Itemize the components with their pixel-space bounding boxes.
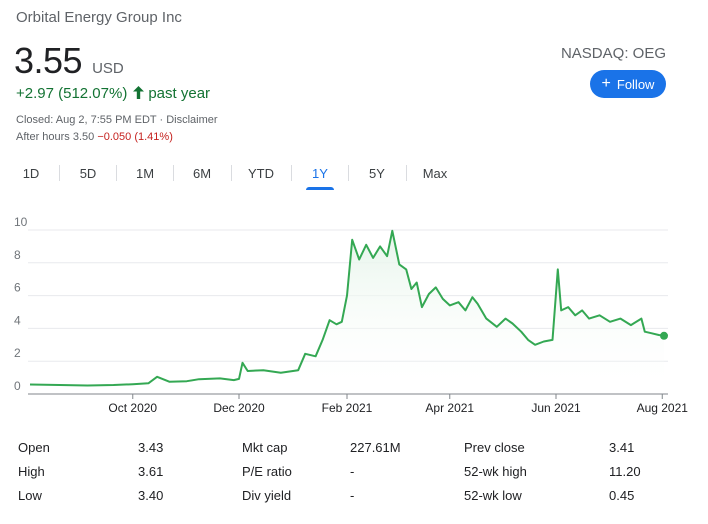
arrow-up-icon [133, 86, 145, 101]
tab-5y[interactable]: 5Y [369, 165, 385, 181]
y-tick-label: 10 [14, 215, 28, 229]
stat-label-high: High [18, 464, 45, 479]
key-stats: Open 3.43 High 3.61 Low 3.40 Mkt cap 227.61M P/E… [0, 436, 708, 516]
stat-label-52-wk-low: 52-wk low [464, 488, 522, 503]
x-tick-label: Aug 2021 [637, 401, 689, 415]
tab-max[interactable]: Max [422, 165, 448, 181]
x-axis-ticks: Oct 2020 Dec 2020 Feb 2021 Apr 2021 Jun 2021… [108, 394, 688, 415]
market-status: Closed: Aug 2, 7:55 PM EDT · Disclaimer [16, 114, 218, 126]
stat-value-52-wk-low: 0.45 [609, 488, 635, 503]
stat-value-div-yield: - [350, 488, 355, 503]
stat-label-div-yield: Div yield [242, 488, 292, 503]
x-tick-label: Dec 2020 [213, 401, 265, 415]
tab-5d[interactable]: 5D [79, 165, 97, 181]
stat-value-prev-close: 3.41 [609, 440, 635, 455]
plus-icon: + [601, 75, 611, 92]
tab-1d[interactable]: 1D [22, 165, 40, 181]
y-tick-label: 6 [14, 281, 21, 295]
range-tabs: 1D 5D 1M 6M YTD 1Y 5Y Max [0, 158, 470, 190]
y-tick-label: 0 [14, 379, 21, 393]
tab-1y[interactable]: 1Y [306, 158, 334, 190]
stat-label-mkt-cap: Mkt cap [242, 440, 288, 455]
company-name: Orbital Energy Group Inc [16, 9, 182, 26]
y-tick-label: 2 [14, 346, 21, 360]
x-tick-label: Jun 2021 [531, 401, 581, 415]
stat-value-open: 3.43 [138, 440, 164, 455]
y-axis-ticks: 0 2 4 6 8 10 [14, 215, 28, 393]
y-tick-label: 4 [14, 313, 21, 327]
disclaimer-link[interactable]: Disclaimer [166, 114, 218, 126]
tab-divider [348, 165, 349, 181]
tab-divider [231, 165, 232, 181]
x-tick-label: Feb 2021 [322, 401, 373, 415]
y-tick-label: 8 [14, 248, 21, 262]
follow-button[interactable]: + Follow [590, 70, 666, 98]
price-series [29, 229, 668, 394]
follow-label: Follow [616, 76, 655, 92]
current-price-marker [660, 331, 668, 340]
tab-divider [406, 165, 407, 181]
stat-value-high: 3.61 [138, 464, 164, 479]
after-hours-change: −0.050 (1.41%) [97, 131, 173, 143]
tab-divider [173, 165, 174, 181]
after-hours-label: After hours 3.50 [16, 131, 98, 143]
stat-value-mkt-cap: 227.61M [350, 440, 401, 455]
price-row: 3.55 USD [14, 40, 124, 82]
change-period: past year [148, 85, 211, 102]
price-line [29, 229, 665, 387]
tab-ytd[interactable]: YTD [248, 165, 274, 181]
stat-label-open: Open [18, 440, 50, 455]
after-hours: After hours 3.50 −0.050 (1.41%) [16, 131, 173, 143]
stat-label-low: Low [18, 488, 42, 503]
stat-label-p-e-ratio: P/E ratio [242, 464, 292, 479]
tab-6m[interactable]: 6M [192, 165, 212, 181]
ticker-symbol: NASDAQ: OEG [560, 45, 666, 62]
tab-divider [59, 165, 60, 181]
price-change: +2.97 (512.07%) past year [16, 85, 210, 102]
stat-label-prev-close: Prev close [464, 440, 525, 455]
currency-label: USD [92, 60, 124, 77]
current-price: 3.55 [14, 40, 83, 81]
tab-divider [291, 165, 292, 181]
x-tick-label: Oct 2020 [108, 401, 157, 415]
change-value: +2.97 (512.07%) [16, 85, 128, 102]
closed-text: Closed: Aug 2, 7:55 PM EDT · [16, 114, 167, 126]
stat-value-52-wk-high: 11.20 [609, 464, 641, 479]
price-area-fill [30, 230, 664, 394]
stat-value-p-e-ratio: - [350, 464, 355, 479]
price-chart: 0 2 4 6 8 10 Oct 2020 Dec 2020 Feb 2021 Apr 2021… [14, 215, 688, 415]
tab-1m[interactable]: 1M [135, 165, 155, 181]
x-tick-label: Apr 2021 [425, 401, 474, 415]
stat-value-low: 3.40 [138, 488, 164, 503]
tab-divider [116, 165, 117, 181]
stat-label-52-wk-high: 52-wk high [464, 464, 527, 479]
